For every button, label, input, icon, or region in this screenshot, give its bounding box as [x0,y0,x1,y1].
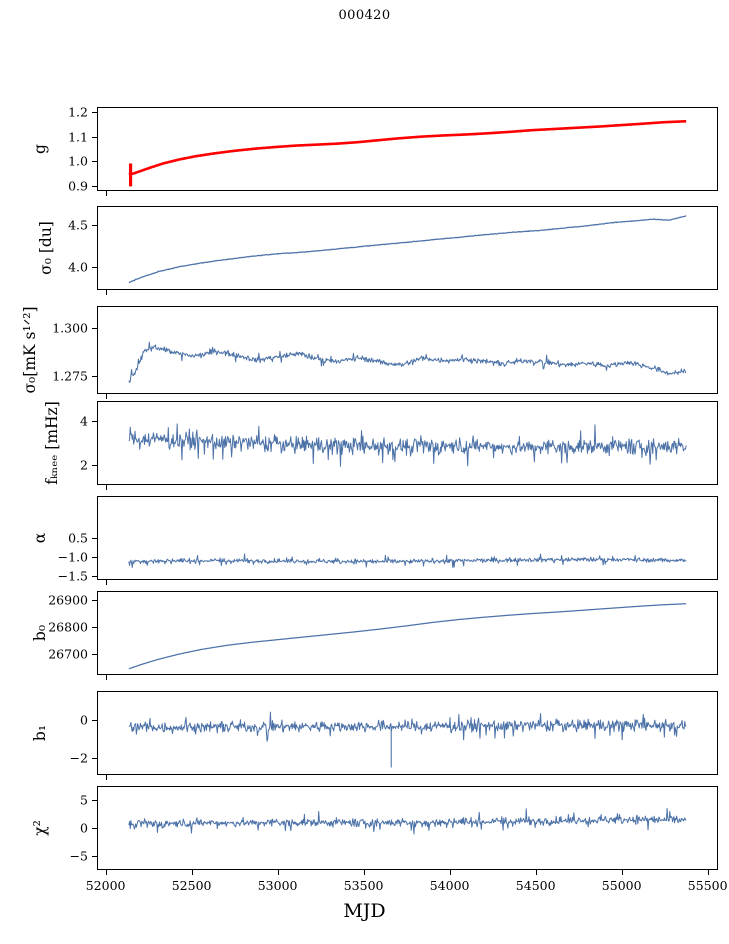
subplot-fmHz-3 [97,401,718,485]
x-tick-label: 53500 [343,878,384,893]
y-tick-label: 2 [80,457,88,473]
y-tick-mark [92,136,97,138]
y-tick-mark [92,224,97,226]
x-tick-mark-panel [105,580,107,585]
y-tick-label: −1.5 [57,568,88,583]
x-tick-label: 53000 [257,878,298,893]
x-tick-mark [363,870,365,875]
y-tick-label: 0 [80,820,88,836]
y-tick-mark [92,856,97,858]
x-tick-mark [621,870,623,875]
series-sigma0-mK [129,342,686,382]
subplot-b-5 [97,591,718,675]
series-gain-smoothed [129,122,686,175]
x-tick-label: 54500 [515,878,556,893]
x-tick-mark-panel [105,191,107,196]
y-tick-mark [92,375,97,377]
y-tick-mark [92,186,97,188]
plot-area [97,786,718,870]
x-tick-mark [707,870,709,875]
series-b0-baseline [129,604,686,669]
y-tick-mark [92,757,97,759]
series-chi-squared [129,808,686,834]
x-tick-mark-panel [105,870,107,875]
subplot--7 [97,786,718,870]
y-tick-mark [92,828,97,830]
series-f-knee [129,424,686,466]
y-tick-mark [92,465,97,467]
y-tick-label: 26700 [48,646,88,662]
y-tick-label: 1.300 [52,320,88,336]
y-tick-mark [92,627,97,629]
y-tick-label: 1.0 [68,153,88,169]
y-tick-mark [92,575,97,577]
figure-title: 000420 [338,8,391,23]
x-tick-mark-panel [105,394,107,399]
x-axis-title: MJD [343,900,386,922]
y-tick-mark [92,266,97,268]
series-gain-raw [129,121,686,174]
y-tick-label: 0.5 [68,530,88,546]
x-tick-mark-panel [105,290,107,295]
y-axis-label: b₁ [31,724,49,742]
series-alpha [129,554,686,567]
x-tick-label: 54000 [429,878,470,893]
subplot-du-1 [97,206,718,290]
x-tick-mark [449,870,451,875]
y-axis-label: g [31,144,49,154]
y-tick-label: 0 [80,712,88,728]
y-tick-label: 5 [80,792,88,808]
series-b1-slope [129,712,686,741]
y-tick-mark [92,328,97,330]
subplot-b-6 [97,691,718,775]
subplot--4 [97,496,718,580]
series-sigma0-du [129,216,686,283]
y-tick-mark [92,719,97,721]
x-tick-mark [191,870,193,875]
plot-area [97,401,718,485]
plot-area [97,591,718,675]
y-tick-mark [92,161,97,163]
plot-area [97,206,718,290]
y-tick-label: 1.2 [68,104,88,120]
y-tick-mark [92,653,97,655]
subplot-mKs-2 [97,306,718,394]
y-tick-label: 4.0 [68,259,88,274]
y-tick-label: −2 [69,750,88,766]
y-tick-mark [92,800,97,802]
y-tick-label: −1.0 [57,549,88,565]
x-tick-mark [277,870,279,875]
x-tick-mark-panel [105,675,107,680]
y-tick-label: 26900 [48,592,88,608]
plot-area [97,691,718,775]
y-tick-mark [92,420,97,422]
x-tick-label: 55500 [687,878,728,893]
y-tick-label: −5 [69,848,88,864]
y-tick-label: 1.1 [68,129,88,145]
x-tick-label: 52500 [171,878,212,893]
plot-area [97,306,718,394]
y-tick-mark [92,556,97,558]
subplot-g-0 [97,107,718,191]
x-tick-mark [535,870,537,875]
x-tick-mark-panel [105,485,107,490]
x-tick-label: 52000 [85,878,126,893]
plot-area [97,107,718,191]
y-tick-label: 4 [80,413,88,429]
y-tick-label: 26800 [48,619,88,635]
y-tick-label: 4.5 [68,217,88,232]
x-tick-label: 55000 [601,878,642,893]
y-tick-label: 0.9 [68,178,88,194]
y-tick-mark [92,538,97,540]
y-tick-mark [92,111,97,113]
y-tick-mark [92,600,97,602]
x-tick-mark-panel [105,775,107,780]
plot-area [97,496,718,580]
y-tick-label: 1.275 [52,368,88,384]
